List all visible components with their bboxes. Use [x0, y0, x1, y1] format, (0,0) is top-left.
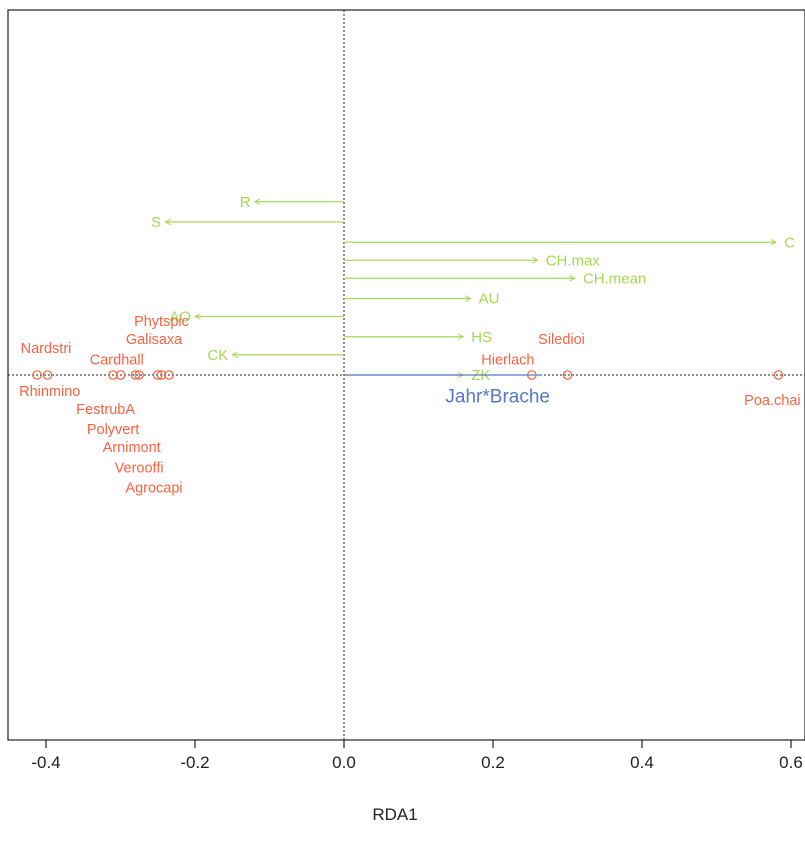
species-point-1 [32, 370, 42, 380]
x-tick-label: -0.4 [31, 753, 60, 772]
env-label-au: AU [479, 291, 500, 308]
species-point-10 [526, 370, 537, 380]
env-label-s: S [151, 214, 161, 231]
plot-area: RSCCH.maxCH.meanAUAOHSCKZKJahr*BracheNar… [7, 9, 805, 741]
species-label-festruba: FestrubA [76, 402, 135, 418]
species-point-4 [115, 370, 126, 380]
species-point-12 [773, 370, 784, 380]
species-label-agrocapi: Agrocapi [125, 481, 182, 497]
species-label-rhinmino: Rhinmino [19, 384, 80, 400]
env-label-ch-max: CH.max [546, 252, 601, 269]
x-axis-title: RDA1 [372, 805, 417, 824]
x-tick-label: 0.2 [481, 753, 505, 772]
x-tick-label: 0.6 [779, 753, 803, 772]
species-label-hierlach: Hierlach [481, 352, 534, 368]
species-label-poa-chai: Poa.chai [744, 393, 800, 409]
env-label-c: C [784, 234, 795, 251]
species-point-7 [152, 370, 163, 380]
species-point-2 [42, 370, 53, 380]
species-point-8 [156, 370, 167, 380]
env-label-hs: HS [471, 329, 492, 346]
env-label-r: R [240, 194, 251, 211]
species-label-galisaxa: Galisaxa [126, 332, 183, 348]
x-tick-label: 0.0 [332, 753, 356, 772]
x-tick-label: -0.2 [180, 753, 209, 772]
species-label-polyvert: Polyvert [87, 422, 139, 438]
x-axis: -0.4 -0.2 0.0 0.2 0.4 0.6 [31, 740, 803, 772]
species-label-phytspic: Phytspic [134, 314, 189, 330]
species-point-6 [134, 370, 144, 380]
species-label-siledioi: Siledioi [538, 332, 585, 348]
species-label-nardstri: Nardstri [21, 341, 72, 357]
species-point-5 [130, 370, 141, 380]
species-point-3 [108, 370, 118, 380]
species-label-arnimont: Arnimont [103, 440, 161, 456]
species-label-verooffi: Verooffi [115, 460, 164, 476]
interaction-label: Jahr*Brache [445, 386, 550, 407]
x-tick-label: 0.4 [630, 753, 654, 772]
species-label-cardhall: Cardhall [90, 352, 144, 368]
env-label-ck: CK [207, 347, 228, 364]
species-point-11 [562, 370, 573, 380]
species-point-9 [164, 370, 174, 380]
env-label-ao: AO [169, 309, 191, 326]
env-label-ch-mean: CH.mean [583, 270, 646, 287]
